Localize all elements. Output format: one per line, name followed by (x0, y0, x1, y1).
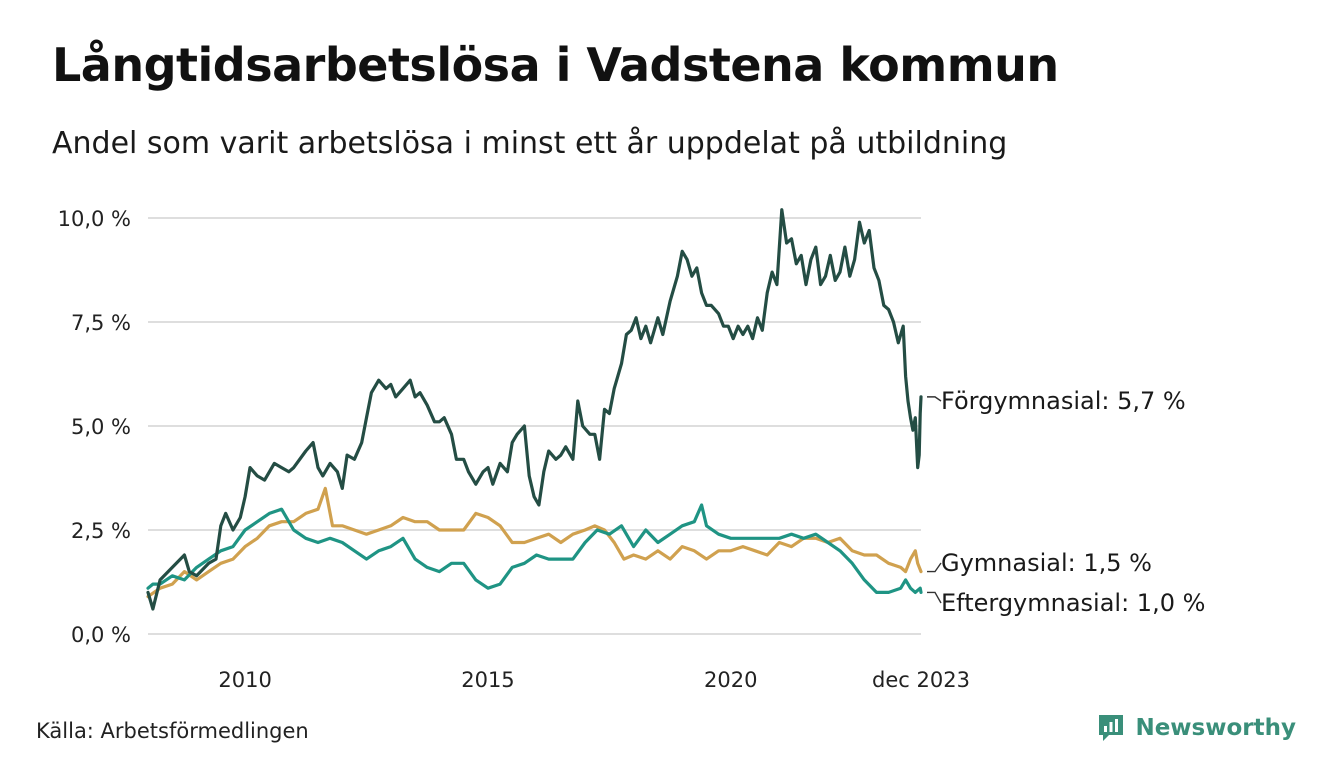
end-label-f-rgymnasial: Förgymnasial: 5,7 % (941, 387, 1186, 415)
chart-subtitle: Andel som varit arbetslösa i minst ett å… (52, 126, 1008, 161)
series-line-eftergymnasial (146, 503, 923, 594)
series-end-labels: Förgymnasial: 5,7 % Gymnasial: 1,5 % Efter… (927, 387, 1205, 617)
brand[interactable]: Newsworthy (1097, 713, 1296, 743)
source-note: Källa: Arbetsförmedlingen (36, 719, 309, 743)
x-tick-label: 2010 (218, 668, 271, 692)
end-label-gymnasial: Gymnasial: 1,5 % (941, 549, 1152, 577)
brand-name: Newsworthy (1135, 715, 1296, 741)
leader-f-rgymnasial (927, 396, 942, 402)
series-lines (146, 208, 923, 611)
y-tick-label: 7,5 % (71, 311, 131, 335)
y-tick-label: 2,5 % (71, 519, 131, 543)
end-label-eftergymnasial: Eftergymnasial: 1,0 % (941, 589, 1205, 617)
x-tick-label: 2015 (461, 668, 514, 692)
newsworthy-logo-icon (1099, 715, 1124, 741)
series-line-gymnasial (146, 486, 923, 599)
x-tick-label: 2020 (704, 668, 757, 692)
gridlines (148, 217, 921, 635)
y-tick-label: 0,0 % (71, 623, 131, 647)
series-line-f-rgymnasial (146, 208, 923, 611)
leader-eftergymnasial (927, 591, 942, 604)
y-tick-label: 5,0 % (71, 415, 131, 439)
y-axis-tick-labels: 0,0 % 2,5 % 5,0 % 7,5 % 10,0 % (58, 207, 131, 647)
leader-gymnasial (927, 562, 942, 573)
x-tick-label: dec 2023 (872, 668, 970, 692)
chart-title: Långtidsarbetslösa i Vadstena kommun (52, 38, 1059, 92)
y-tick-label: 10,0 % (58, 207, 131, 231)
x-axis-tick-labels: 2010 2015 2020 dec 2023 (218, 668, 970, 692)
